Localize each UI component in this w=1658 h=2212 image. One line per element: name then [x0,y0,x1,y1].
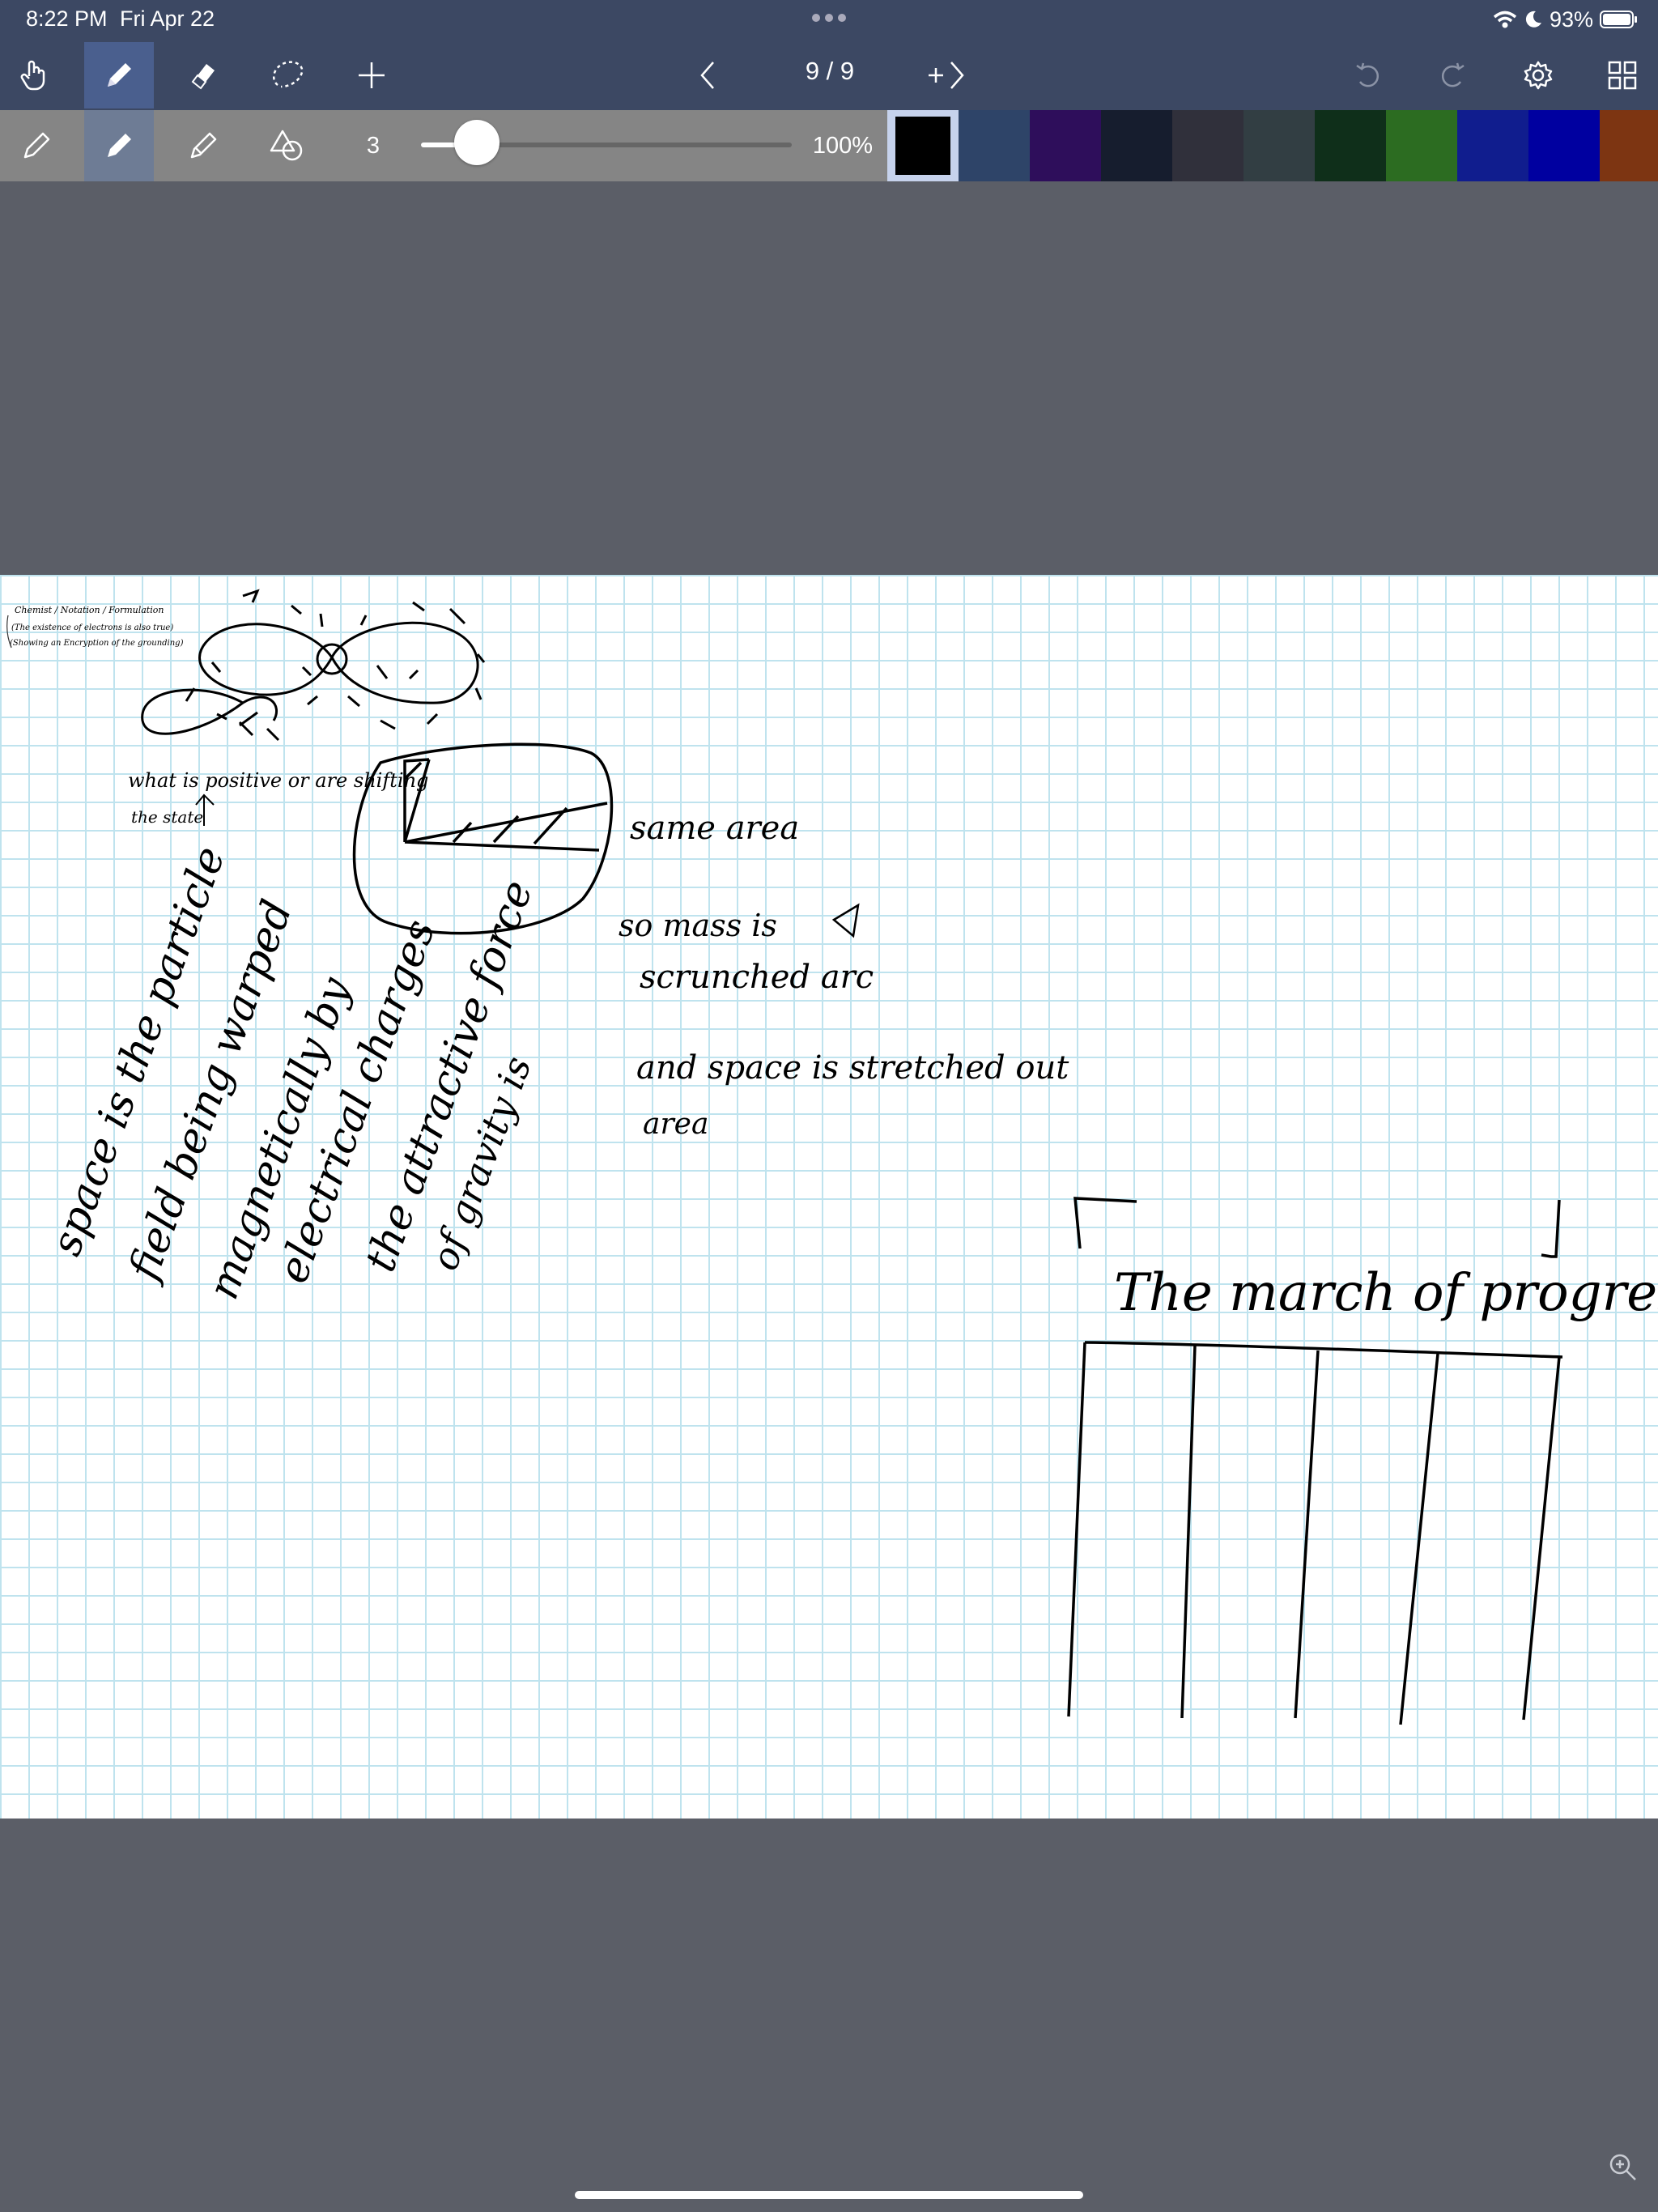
shape-tool-button[interactable] [253,110,322,181]
color-swatch[interactable] [1244,110,1315,181]
status-date: Fri Apr 22 [120,6,215,31]
stroke-width-value: 3 [366,133,380,159]
color-swatch[interactable] [959,110,1030,181]
fountain-pen-style-button[interactable] [84,110,154,181]
color-swatch[interactable] [1528,110,1600,181]
multitasking-dots-icon[interactable] [810,10,848,26]
color-swatch[interactable] [1386,110,1457,181]
notebook-page[interactable]: Chemist / Notation / Formulation (The ex… [0,575,1658,1819]
undo-icon [1356,62,1379,87]
undo-button[interactable] [1347,42,1389,108]
eraser-icon [191,64,215,90]
add-page-icon [929,62,964,89]
battery-percent: 93% [1549,6,1593,32]
color-swatch[interactable] [1457,110,1528,181]
color-swatch[interactable] [1101,110,1172,181]
pencil-outline-icon [23,132,50,159]
settings-button[interactable] [1517,42,1559,108]
question-note-2: the state [131,807,203,827]
color-swatch[interactable] [1030,110,1101,181]
handwriting-layer: Chemist / Notation / Formulation (The ex… [6,589,1658,1725]
space-note-line-2: area [643,1108,708,1141]
add-page-next-button[interactable] [920,42,971,108]
redo-button[interactable] [1431,42,1473,108]
progress-chart-sketch [1067,1197,1563,1725]
highlighter-style-button[interactable] [168,110,238,181]
redo-icon [1442,62,1465,87]
field-sketch [141,589,486,742]
top-toolbar: 8:22 PM Fri Apr 22 93% [0,0,1658,110]
selected-color-fill [895,117,950,175]
tiny-note-2: (The existence of electrons is also true… [11,623,173,632]
home-indicator[interactable] [575,2191,1083,2199]
hand-tool-button[interactable] [0,42,70,108]
space-note-line-1: and space is stretched out [636,1049,1069,1087]
page-overview-button[interactable] [1600,42,1645,108]
stroke-width-slider[interactable] [421,143,792,147]
mass-note-line-2: scrunched arc [640,959,874,996]
status-time: 8:22 PM [26,6,108,31]
stroke-width-slider-fill [421,143,477,147]
pen-tool-button[interactable] [84,42,154,108]
same-area-note: same area [630,810,799,847]
eraser-tool-button[interactable] [168,42,238,108]
battery-icon [1600,11,1637,28]
lasso-tool-button[interactable] [253,42,322,108]
page-indicator[interactable]: 9 / 9 [805,57,855,85]
pen-icon [108,134,131,157]
diagonal-note: space is the particle field being warped… [42,840,542,1306]
lasso-icon [272,61,304,88]
orbit-diagram [352,742,614,935]
question-note: what is positive or are shifting [128,769,428,792]
mass-note-line-1: so mass is [619,908,777,943]
color-swatch[interactable] [1315,110,1386,181]
add-button[interactable] [337,42,406,108]
tiny-note-1: Chemist / Notation / Formulation [15,605,164,615]
status-indicators: 93% [1493,5,1639,34]
chart-title: The march of progress [1114,1263,1658,1323]
pen-opacity-value: 100% [812,133,874,159]
moon-icon [1525,11,1541,28]
zoom-icon[interactable] [1606,2150,1639,2183]
chevron-left-icon [700,62,714,89]
previous-page-button[interactable] [688,42,729,108]
stroke-width-slider-thumb[interactable] [453,120,500,165]
add-icon [359,62,385,88]
highlighter-icon [190,132,217,159]
pen-icon [108,63,131,87]
pencil-style-button[interactable] [0,110,73,181]
shapes-icon [270,130,303,161]
hand-icon [20,60,45,91]
color-swatch[interactable] [1172,110,1244,181]
gear-icon [1524,61,1553,90]
wifi-icon [1493,11,1517,28]
grid-view-icon [1608,61,1637,90]
tiny-note-3: (Showing an Encryption of the grounding) [10,639,184,648]
color-swatch-selected[interactable] [887,110,959,181]
color-swatch[interactable] [1600,110,1658,181]
